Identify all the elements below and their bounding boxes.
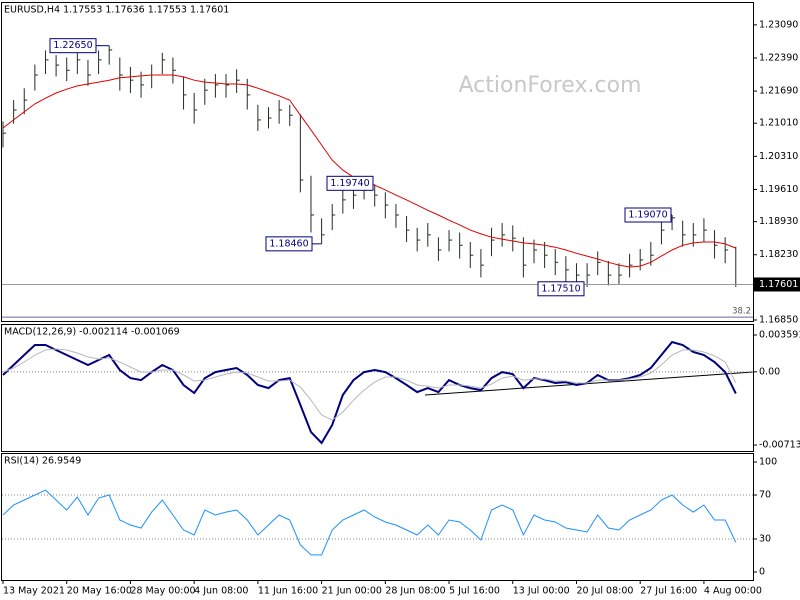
x-tick-label: 28 May 00:00 xyxy=(130,586,195,597)
watermark: ActionForex.com xyxy=(459,73,642,98)
x-tick-label: 20 May 16:00 xyxy=(67,586,132,597)
x-tick-label: 13 May 2021 xyxy=(3,586,65,597)
annotation-label: 1.17510 xyxy=(541,283,580,294)
y-tick-label: 1.16850 xyxy=(759,315,798,326)
rsi-panel xyxy=(1,453,754,581)
y-tick-label: 70 xyxy=(759,490,771,501)
fib-label: 38.2 xyxy=(732,307,751,317)
x-tick-label: 11 Jun 16:00 xyxy=(258,586,318,597)
x-tick-label: 13 Jul 00:00 xyxy=(513,586,570,597)
annotation-box xyxy=(265,236,313,252)
y-tick-label: 1.21690 xyxy=(759,86,798,97)
y-tick-label: 1.23090 xyxy=(759,19,798,30)
y-tick-label: -0.007137 xyxy=(759,440,800,451)
x-tick-label: 4 Aug 00:00 xyxy=(704,586,762,597)
panel-title: MACD(12,26,9) -0.002114 -0.001069 xyxy=(4,327,180,338)
panel-title: RSI(14) 26.9549 xyxy=(4,456,81,467)
annotation-box xyxy=(624,207,672,223)
trend-line xyxy=(424,371,754,396)
x-tick-label: 28 Jun 08:00 xyxy=(385,586,445,597)
y-tick-label: 30 xyxy=(759,533,771,544)
x-tick-label: 27 Jul 16:00 xyxy=(640,586,697,597)
y-tick-label: 0.003591 xyxy=(759,330,800,341)
y-tick-label: 1.18230 xyxy=(759,249,798,260)
x-tick-label: 21 Jun 00:00 xyxy=(322,586,382,597)
annotation-box xyxy=(326,175,374,191)
panel-title: EURUSD,H4 1.17553 1.17636 1.17553 1.1760… xyxy=(4,5,229,16)
y-tick-label: 1.21010 xyxy=(759,118,798,129)
x-tick-label: 20 Jul 08:00 xyxy=(576,586,633,597)
y-tick-label: 0.00 xyxy=(759,366,780,377)
last-price-tag xyxy=(754,277,800,292)
annotation-box xyxy=(49,38,97,54)
annotation-label: 1.19070 xyxy=(628,210,667,221)
y-tick-label: 1.18930 xyxy=(759,216,798,227)
y-tick-label: 1.22390 xyxy=(759,52,798,63)
annotation-box xyxy=(537,281,585,297)
annotation-label: 1.19740 xyxy=(330,178,369,189)
y-tick-label: 1.19610 xyxy=(759,184,798,195)
x-tick-label: 5 Jul 16:00 xyxy=(449,586,500,597)
last-price-label: 1.17601 xyxy=(759,279,798,290)
price-panel xyxy=(1,2,754,322)
y-tick-label: 100 xyxy=(759,457,777,468)
macd-panel xyxy=(1,324,754,452)
y-tick-label: 0 xyxy=(759,566,765,577)
indicator-line xyxy=(2,489,737,556)
annotation-label: 1.18460 xyxy=(269,238,308,249)
indicator-line xyxy=(2,348,737,421)
x-tick-label: 4 Jun 08:00 xyxy=(194,586,248,597)
annotation-label: 1.22650 xyxy=(53,40,92,51)
y-tick-label: 1.20310 xyxy=(759,151,798,162)
